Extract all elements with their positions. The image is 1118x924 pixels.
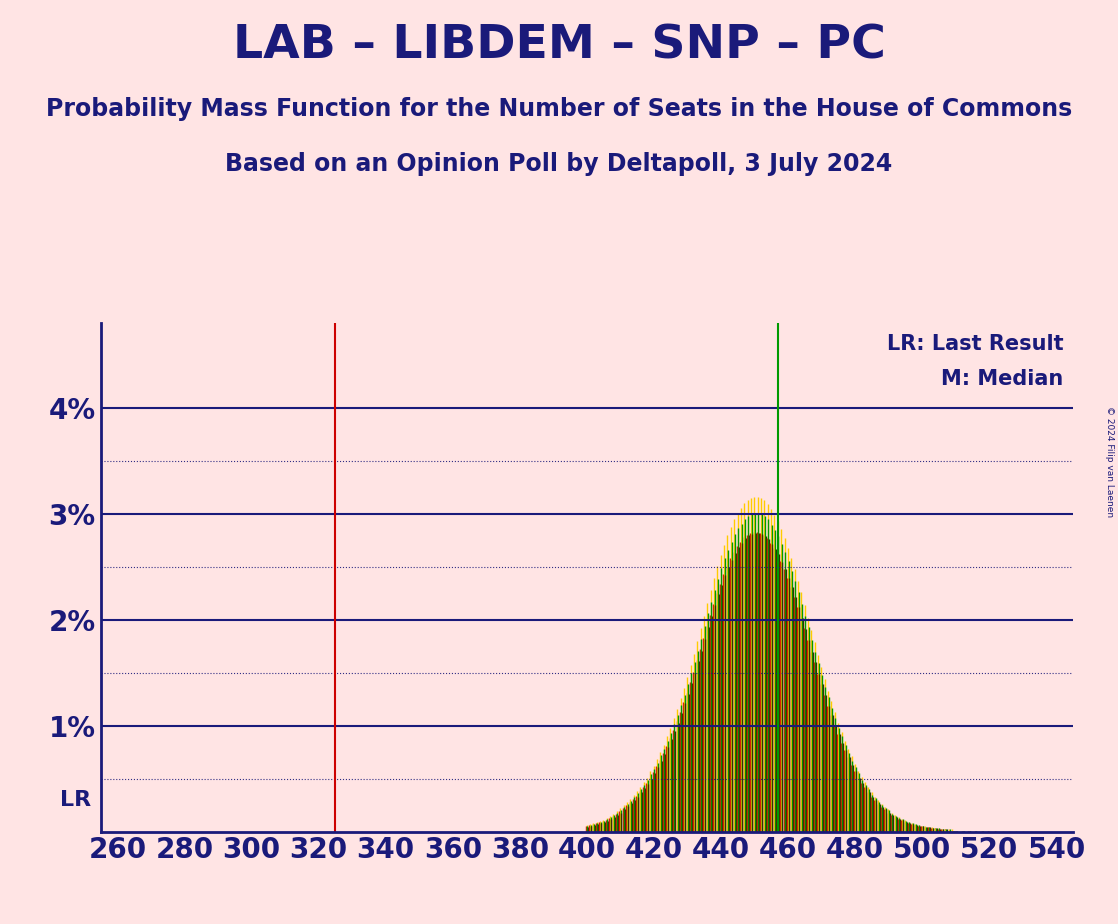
Text: Based on an Opinion Poll by Deltapoll, 3 July 2024: Based on an Opinion Poll by Deltapoll, 3… — [226, 152, 892, 176]
Text: LAB – LIBDEM – SNP – PC: LAB – LIBDEM – SNP – PC — [233, 23, 885, 68]
Text: M: Median: M: Median — [941, 369, 1063, 389]
Text: Probability Mass Function for the Number of Seats in the House of Commons: Probability Mass Function for the Number… — [46, 97, 1072, 121]
Text: © 2024 Filip van Laenen: © 2024 Filip van Laenen — [1105, 407, 1114, 517]
Text: LR: Last Result: LR: Last Result — [887, 334, 1063, 354]
Text: LR: LR — [59, 790, 91, 809]
